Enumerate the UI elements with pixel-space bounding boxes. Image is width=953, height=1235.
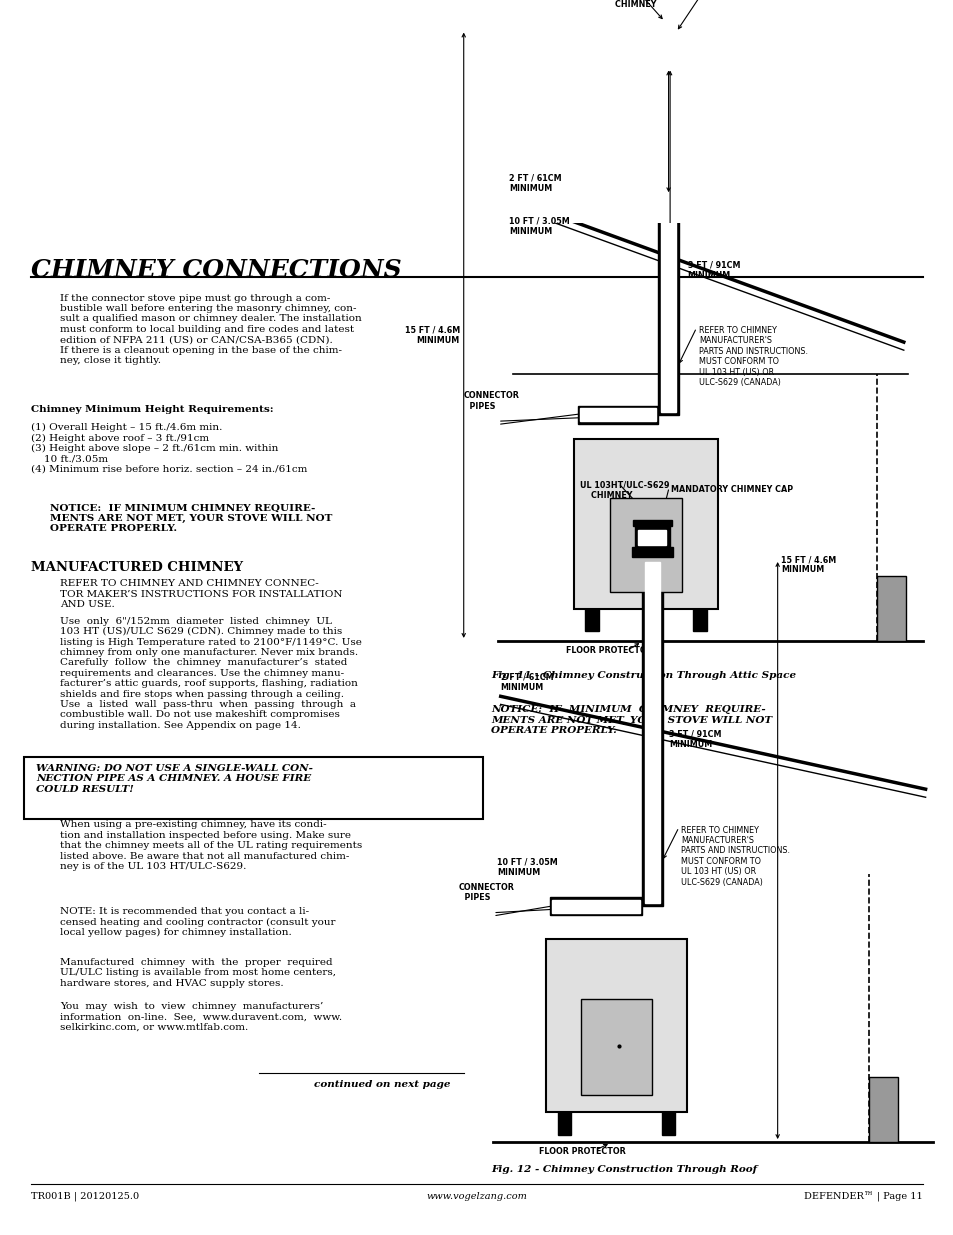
Text: FLOOR PROTECTOR: FLOOR PROTECTOR: [538, 1147, 625, 1156]
Text: REFER TO CHIMNEY AND CHIMNEY CONNEC-
TOR MAKER’S INSTRUCTIONS FOR INSTALLATION
A: REFER TO CHIMNEY AND CHIMNEY CONNEC- TOR…: [60, 579, 342, 609]
FancyBboxPatch shape: [24, 757, 482, 820]
Text: REFER TO CHIMNEY
MANUFACTURER'S
PARTS AND INSTRUCTIONS.
MUST CONFORM TO
UL 103 H: REFER TO CHIMNEY MANUFACTURER'S PARTS AN…: [699, 326, 807, 387]
Text: www.vogelzang.com: www.vogelzang.com: [426, 1192, 527, 1200]
Text: REFER TO CHIMNEY
MANUFACTURER'S
PARTS AND INSTRUCTIONS.
MUST CONFORM TO
UL 103 H: REFER TO CHIMNEY MANUFACTURER'S PARTS AN…: [680, 825, 789, 887]
Bar: [868, 1077, 897, 1142]
Text: If the connector stove pipe must go through a com-
bustible wall before entering: If the connector stove pipe must go thro…: [60, 294, 361, 366]
Bar: [644, 562, 659, 903]
Bar: [660, 70, 676, 411]
Text: Manufactured  chimney  with  the  proper  required
UL/ULC listing is available f: Manufactured chimney with the proper req…: [60, 957, 335, 988]
Text: CHIMNEY CONNECTIONS: CHIMNEY CONNECTIONS: [31, 258, 401, 283]
Bar: [579, 409, 655, 421]
Text: DEFENDER™ | Page 11: DEFENDER™ | Page 11: [803, 1192, 922, 1202]
Text: 15 FT / 4.6M
MINIMUM: 15 FT / 4.6M MINIMUM: [781, 555, 836, 574]
Text: WARNING: DO NOT USE A SINGLE-WALL CON-
NECTION PIPE AS A CHIMNEY. A HOUSE FIRE
C: WARNING: DO NOT USE A SINGLE-WALL CON- N…: [36, 764, 313, 794]
Bar: [660, 1113, 675, 1135]
Bar: [558, 1113, 571, 1135]
Bar: [573, 438, 718, 609]
Text: (1) Overall Height – 15 ft./4.6m min.
(2) Height above roof – 3 ft./91cm
(3) Hei: (1) Overall Height – 15 ft./4.6m min. (2…: [31, 422, 307, 474]
Text: Chimney Minimum Height Requirements:: Chimney Minimum Height Requirements:: [31, 405, 274, 414]
Text: CONNECTOR
  PIPES: CONNECTOR PIPES: [463, 391, 519, 411]
Text: 3 FT / 91CM
MINIMUM: 3 FT / 91CM MINIMUM: [687, 261, 740, 280]
Bar: [634, 526, 670, 547]
Text: continued on next page: continued on next page: [314, 1079, 450, 1089]
Bar: [546, 939, 686, 1113]
Bar: [580, 999, 651, 1094]
Bar: [638, 530, 666, 545]
Text: NOTICE:  IF  MINIMUM  CHIMNEY  REQUIRE-
MENTS ARE NOT MET, YOUR STOVE WILL NOT
O: NOTICE: IF MINIMUM CHIMNEY REQUIRE- MENT…: [491, 705, 772, 735]
Text: When using a pre-existing chimney, have its condi-
tion and installation inspect: When using a pre-existing chimney, have …: [60, 820, 361, 871]
Text: NOTICE:  IF MINIMUM CHIMNEY REQUIRE-
MENTS ARE NOT MET, YOUR STOVE WILL NOT
OPER: NOTICE: IF MINIMUM CHIMNEY REQUIRE- MENT…: [51, 504, 333, 534]
Text: CONNECTOR
  PIPES: CONNECTOR PIPES: [458, 883, 515, 903]
Bar: [654, 38, 682, 53]
Bar: [692, 609, 706, 631]
Text: FLOOR PROTECTOR: FLOOR PROTECTOR: [565, 646, 652, 655]
Bar: [584, 609, 598, 631]
Text: UL 103HT/ULC-S629
    CHIMNEY: UL 103HT/ULC-S629 CHIMNEY: [603, 0, 693, 9]
Bar: [550, 898, 641, 915]
Bar: [552, 900, 639, 913]
Text: 10 FT / 3.05M
MINIMUM: 10 FT / 3.05M MINIMUM: [509, 217, 569, 236]
Bar: [641, 559, 662, 906]
Bar: [649, 28, 687, 35]
Text: You  may  wish  to  view  chimney  manufacturers’
information  on-line.  See,  w: You may wish to view chimney manufacture…: [60, 1002, 341, 1032]
Bar: [650, 35, 686, 56]
Text: UL 103HT/ULC-S629
    CHIMNEY: UL 103HT/ULC-S629 CHIMNEY: [579, 480, 669, 500]
Bar: [658, 68, 679, 415]
Text: NOTE: It is recommended that you contact a li-
censed heating and cooling contra: NOTE: It is recommended that you contact…: [60, 908, 335, 937]
Text: Use  only  6"/152mm  diameter  listed  chimney  UL
103 HT (US)/ULC S629 (CDN). C: Use only 6"/152mm diameter listed chimne…: [60, 616, 361, 730]
Text: 2 FT / 61CM
MINIMUM: 2 FT / 61CM MINIMUM: [509, 173, 561, 193]
Bar: [647, 56, 689, 65]
Text: Fig. 11 - Chimney Construction Through Attic Space: Fig. 11 - Chimney Construction Through A…: [491, 671, 796, 680]
Text: MANDATORY CHIMNEY CAP: MANDATORY CHIMNEY CAP: [671, 485, 793, 494]
Text: 3 FT / 91CM
MINIMUM: 3 FT / 91CM MINIMUM: [668, 730, 720, 748]
Bar: [877, 577, 905, 641]
Bar: [631, 547, 673, 557]
Text: Fig. 12 - Chimney Construction Through Roof: Fig. 12 - Chimney Construction Through R…: [491, 1165, 757, 1173]
Text: 10 FT / 3.05M
MINIMUM: 10 FT / 3.05M MINIMUM: [497, 858, 558, 877]
Bar: [633, 520, 671, 526]
Text: TR001B | 20120125.0: TR001B | 20120125.0: [31, 1192, 139, 1202]
Bar: [577, 406, 658, 424]
Text: MANUFACTURED CHIMNEY: MANUFACTURED CHIMNEY: [31, 561, 243, 574]
Text: 15 FT / 4.6M
MINIMUM: 15 FT / 4.6M MINIMUM: [404, 326, 459, 345]
Bar: [609, 499, 681, 592]
Text: 2 FT / 61CM
MINIMUM: 2 FT / 61CM MINIMUM: [500, 673, 553, 693]
Text: MANDATORY CHIMNEY CAP: MANDATORY CHIMNEY CAP: [702, 0, 824, 2]
